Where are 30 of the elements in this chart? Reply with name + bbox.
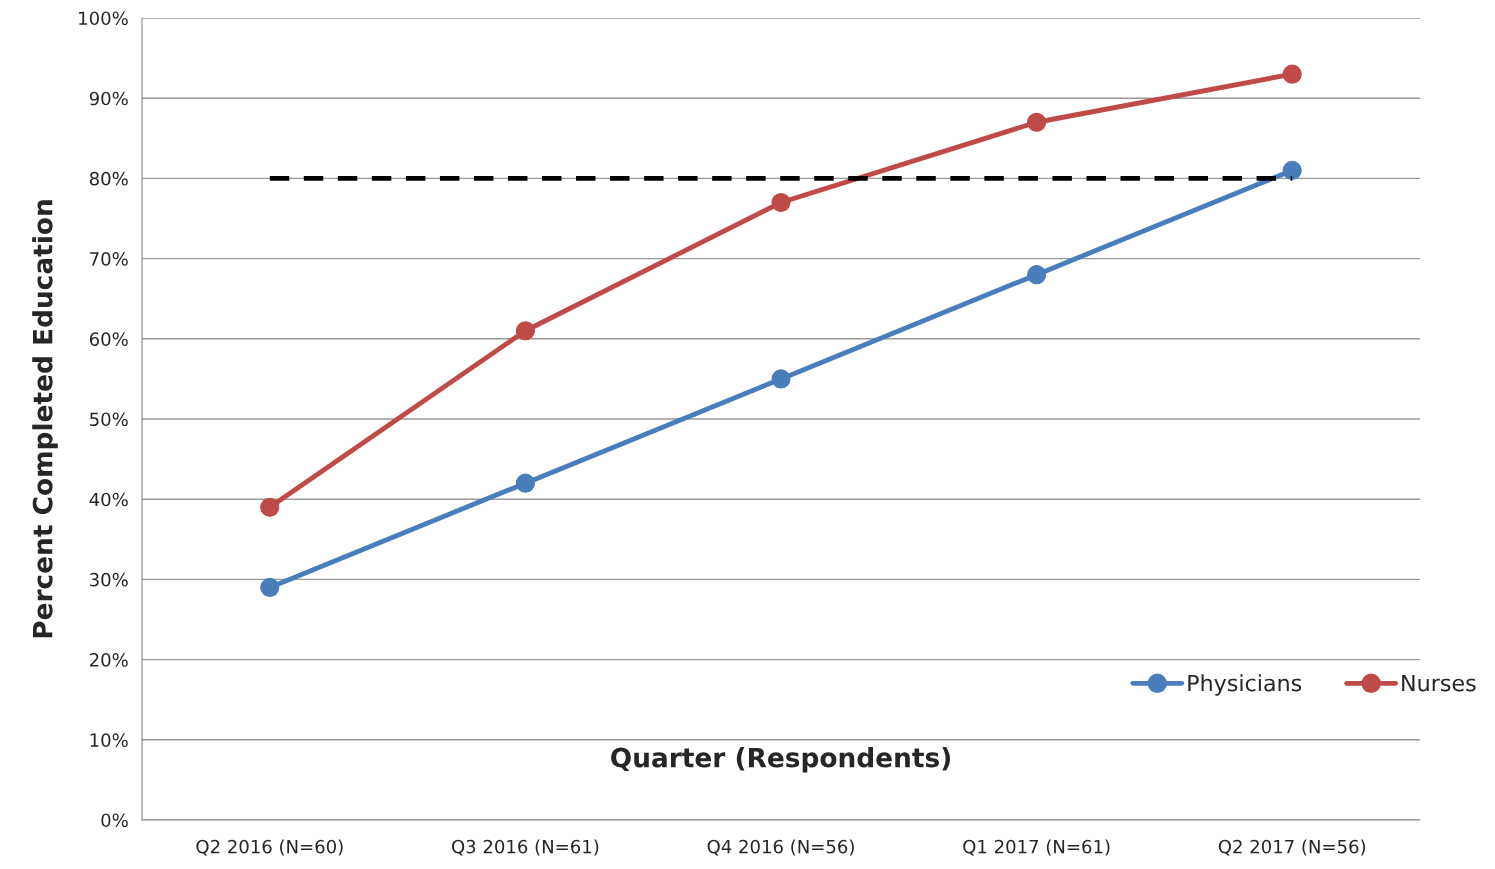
x-tick-label: Q4 2016 (N=56) bbox=[707, 839, 854, 856]
point bbox=[771, 192, 791, 213]
point bbox=[260, 497, 280, 517]
y-tick-label: 60% bbox=[89, 332, 128, 346]
y-tick-label: 20% bbox=[90, 653, 128, 667]
y-tick-label: 10% bbox=[90, 733, 128, 747]
x-axis-title: Quarter (Respondents) bbox=[611, 747, 950, 773]
y-tick-label: 100% bbox=[79, 11, 128, 26]
point bbox=[1027, 112, 1047, 132]
y-tick-label: 50% bbox=[90, 412, 128, 427]
x-tick-label: Q3 2016 (N=61) bbox=[452, 839, 599, 856]
point bbox=[1282, 64, 1302, 84]
point bbox=[771, 369, 791, 389]
point bbox=[1027, 265, 1047, 285]
y-tick-label: 0% bbox=[101, 813, 128, 828]
y-tick-label: 70% bbox=[90, 252, 128, 266]
point bbox=[1282, 160, 1302, 180]
point bbox=[515, 473, 535, 493]
legend-label: Nurses bbox=[1402, 674, 1476, 692]
x-tick-label: Q2 2016 (N=60) bbox=[196, 839, 343, 856]
point bbox=[260, 577, 280, 597]
y-tick-label: 40% bbox=[89, 492, 128, 507]
y-axis-title: Percent Completed Education bbox=[32, 200, 58, 638]
y-tick-label: 90% bbox=[89, 91, 128, 106]
x-tick-label: Q2 2017 (N=56) bbox=[1218, 839, 1366, 856]
x-tick-label: Q1 2017 (N=61) bbox=[963, 839, 1110, 856]
y-tick-label: 30% bbox=[90, 572, 128, 587]
y-tick-label: 80% bbox=[89, 171, 128, 186]
legend-label: Physicians bbox=[1188, 674, 1302, 696]
point bbox=[515, 321, 535, 341]
